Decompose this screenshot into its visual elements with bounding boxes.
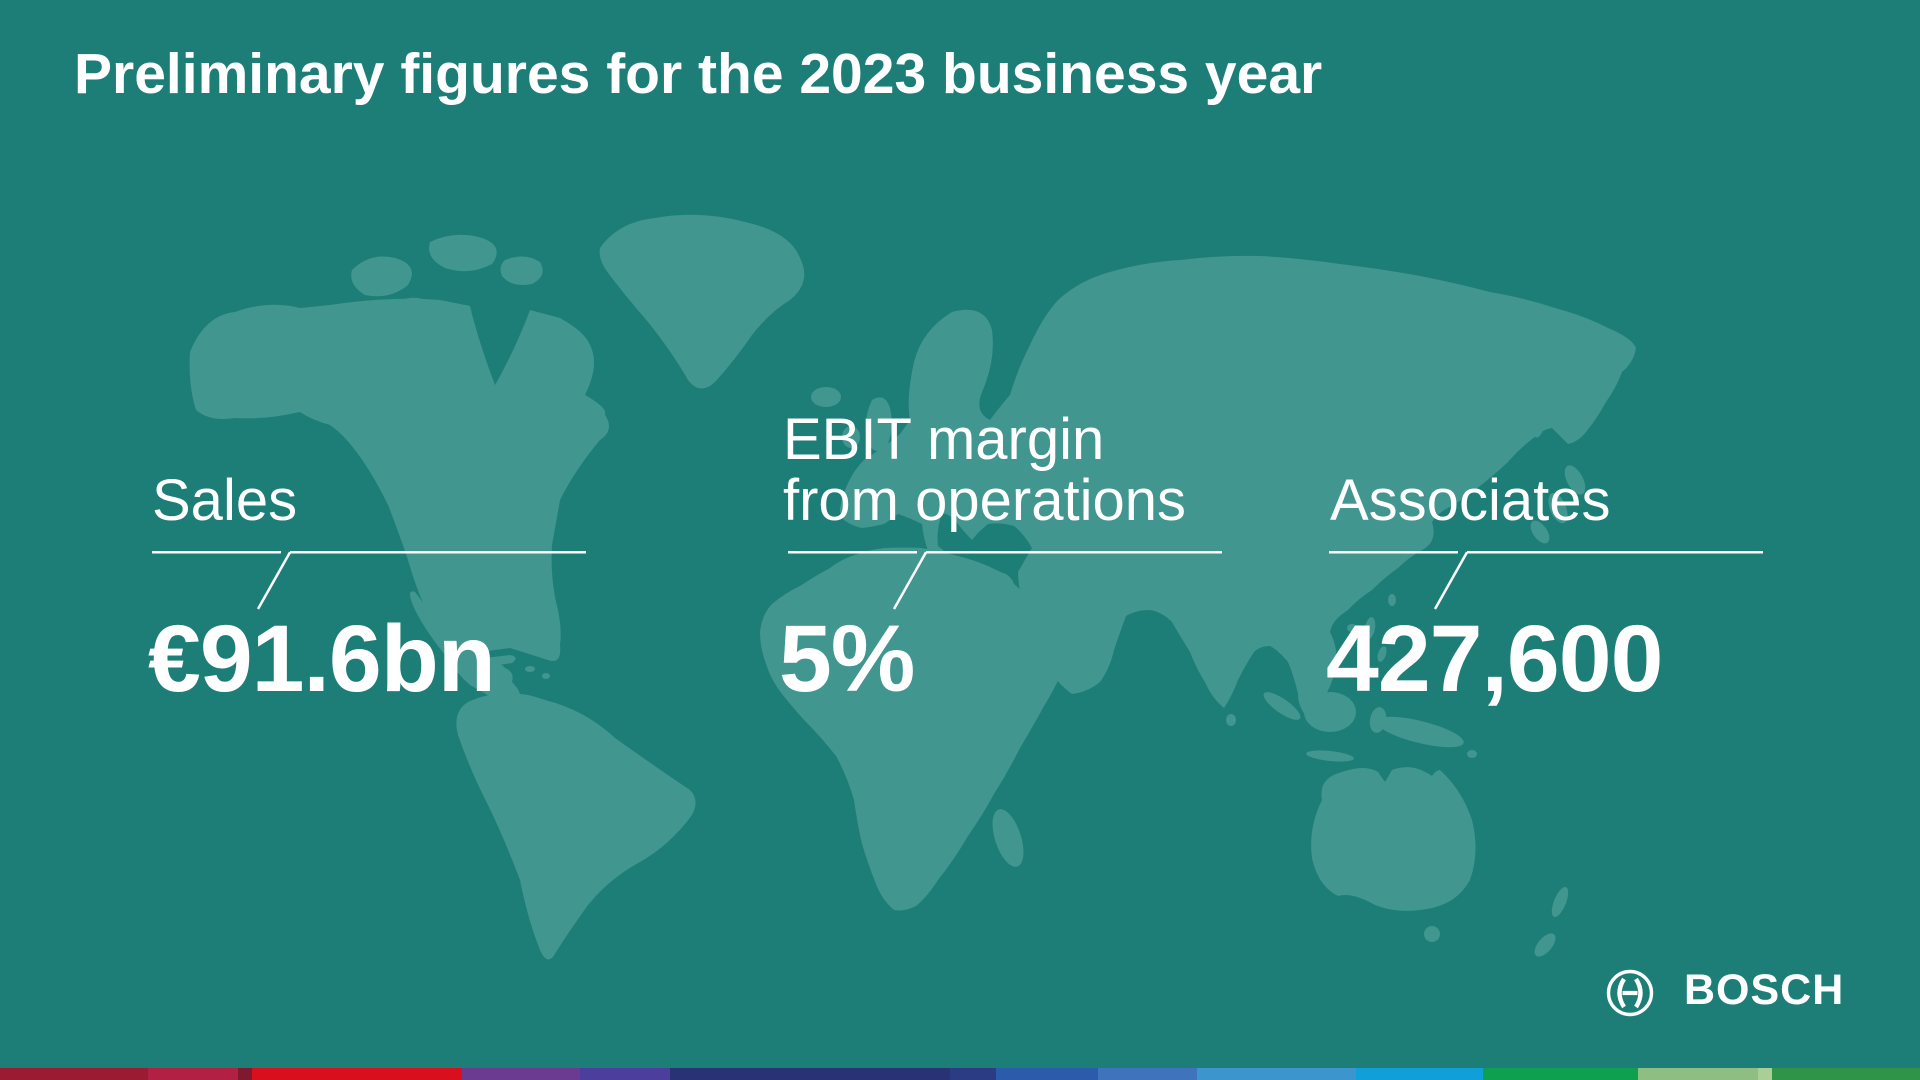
stripe-segment — [1771, 1068, 1920, 1080]
sales-leader-line — [152, 551, 586, 610]
stripe-segment — [238, 1068, 252, 1080]
stripe-segment — [1757, 1068, 1772, 1080]
sales-label: Sales — [152, 470, 297, 531]
ebit-label-line2: from operations — [783, 468, 1186, 533]
stripe-segment — [669, 1068, 950, 1080]
ebit-label: EBIT margin from operations — [783, 409, 1186, 531]
stripe-segment — [995, 1068, 1098, 1080]
stripe-segment — [949, 1068, 996, 1080]
associates-leader-line — [1329, 551, 1763, 610]
page-title: Preliminary figures for the 2023 busines… — [74, 42, 1323, 106]
sales-label-line1: Sales — [152, 468, 298, 533]
associates-label-line1: Associates — [1330, 468, 1611, 533]
bosch-armature-in-circle-icon — [1606, 969, 1654, 1017]
stripe-segment — [1637, 1068, 1758, 1080]
ebit-value: 5% — [779, 606, 915, 712]
stripe-segment — [0, 1068, 148, 1080]
stripe-segment — [1482, 1068, 1638, 1080]
stripe-segment — [1355, 1068, 1483, 1080]
stripe-segment — [1196, 1068, 1356, 1080]
ebit-leader-line — [788, 551, 1222, 610]
stripe-segment — [1097, 1068, 1197, 1080]
sales-value: €91.6bn — [148, 606, 496, 712]
stripe-segment — [251, 1068, 462, 1080]
stripe-segment — [579, 1068, 670, 1080]
stripe-segment — [148, 1068, 238, 1080]
bosch-wordmark: BOSCH — [1684, 966, 1845, 1014]
footer-color-stripe — [0, 1068, 1920, 1080]
associates-label: Associates — [1330, 470, 1610, 531]
stripe-segment — [461, 1068, 580, 1080]
associates-value: 427,600 — [1326, 606, 1663, 712]
world-map-land — [189, 214, 1636, 960]
ebit-label-line1: EBIT margin — [783, 407, 1105, 472]
